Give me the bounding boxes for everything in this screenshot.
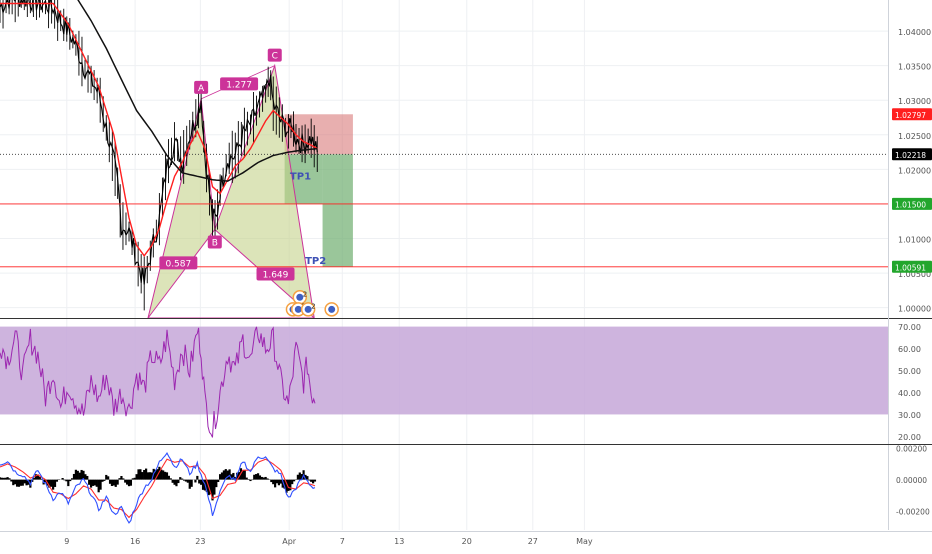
time-tick-label: 13 (394, 537, 404, 546)
take-profit-zone[interactable] (322, 154, 353, 267)
macd-signal-line[interactable] (0, 458, 316, 519)
harmonic-xb-line (147, 229, 216, 319)
time-tick-label: 9 (64, 537, 69, 546)
rsi-tick-label: 40.00 (898, 389, 921, 398)
time-tick-label: 23 (195, 537, 205, 546)
price-panel[interactable]: 1.04000 1.03500 1.03000 1.02500 1.02000 1.015… (0, 0, 932, 530)
event-flag-icon (294, 305, 302, 313)
time-tick-label: 27 (528, 537, 538, 546)
time-tick-label: 20 (462, 537, 472, 546)
time-tick-label: 16 (130, 537, 140, 546)
ratio-label-xb-box (159, 256, 198, 270)
price-tag-label: 1.02218 (895, 151, 926, 160)
price-tag-label: 1.00591 (895, 263, 926, 272)
ratio-label-bd: 1.649 (263, 270, 289, 280)
rsi-tick-label: 70.00 (898, 323, 921, 332)
ema-fast-line (0, 2, 318, 257)
rsi-tick-label: 60.00 (898, 345, 921, 354)
price-tick-label: 1.00500 (898, 270, 931, 279)
rsi-tick-label: 50.00 (898, 367, 921, 376)
event-flag-icon (304, 305, 312, 313)
point-label-a: A (198, 84, 205, 94)
rsi-panel[interactable]: 70.00 60.00 50.00 40.00 30.00 20.00 (0, 323, 932, 445)
event-count-label: 2 (303, 290, 307, 298)
event-flag-icon (296, 293, 304, 301)
price-tag-box (892, 197, 932, 210)
point-label-b-box (207, 235, 222, 249)
point-label-a-box (194, 80, 209, 94)
ratio-label-xb: 0.587 (165, 259, 191, 269)
ema-slow-line (77, 0, 318, 182)
price-tag-box (892, 108, 932, 121)
price-tick-label: 1.03500 (898, 63, 931, 72)
ratio-label-ac-box (220, 77, 259, 91)
tp2-label: TP2 (305, 256, 326, 267)
rsi-tick-label: 20.00 (898, 433, 921, 442)
price-tick-label: 1.01000 (898, 236, 931, 245)
rsi-tick-label: 30.00 (898, 411, 921, 420)
price-tag-box (892, 148, 932, 161)
price-tick-label: 1.02000 (898, 166, 931, 175)
tp1-label: TP1 (290, 172, 311, 183)
macd-line[interactable] (0, 452, 316, 524)
rsi-band (0, 326, 888, 415)
price-tag-label: 1.01500 (895, 200, 926, 209)
price-tag-box (892, 260, 932, 273)
price-tick-label: 1.02500 (898, 132, 931, 141)
event-flag-icon (328, 305, 336, 313)
time-tick-label: May (576, 537, 593, 546)
macd-tick-label: 0.00200 (896, 445, 927, 454)
ratio-label-bd-box (256, 267, 295, 281)
harmonic-leg-bcd (214, 65, 315, 318)
macd-tick-label: 0.00000 (896, 476, 927, 485)
time-tick-label: 7 (340, 537, 345, 546)
rsi-line[interactable] (0, 326, 316, 438)
event-count-label: 2 (311, 302, 315, 310)
macd-tick-label: -0.00200 (896, 508, 930, 517)
price-tick-label: 1.04000 (898, 28, 931, 37)
macd-panel[interactable]: 0.00200 0.00000 -0.00200 (0, 445, 930, 524)
point-label-c-box (267, 48, 282, 62)
time-axis: 9 16 23 Apr 7 13 20 27 May (0, 531, 932, 546)
point-label-b: B (212, 239, 218, 249)
time-tick-label: Apr (282, 537, 297, 546)
price-tick-label: 1.03000 (898, 97, 931, 106)
point-label-c: C (272, 52, 278, 62)
price-tag-label: 1.02797 (895, 111, 926, 120)
price-tick-label: 1.00000 (898, 305, 931, 314)
ratio-label-ac: 1.277 (226, 80, 252, 90)
